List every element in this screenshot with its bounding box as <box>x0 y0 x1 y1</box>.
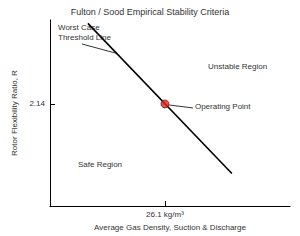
svg-text:Threshold Line: Threshold Line <box>58 32 111 42</box>
svg-text:Average Gas Density, Suction &: Average Gas Density, Suction & Discharge <box>94 223 246 232</box>
svg-text:26.1 kg/m³: 26.1 kg/m³ <box>146 210 184 219</box>
svg-text:Operating Point: Operating Point <box>195 102 251 111</box>
svg-text:2.14: 2.14 <box>29 99 45 108</box>
svg-text:Safe Region: Safe Region <box>78 160 122 169</box>
svg-text:Unstable Region: Unstable Region <box>208 62 267 71</box>
svg-text:Rotor Flexibility Ratio, R: Rotor Flexibility Ratio, R <box>10 70 19 156</box>
svg-text:Worst Case: Worst Case <box>58 22 102 32</box>
svg-text:Fulton / Sood Empirical Stabil: Fulton / Sood Empirical Stability Criter… <box>71 7 230 17</box>
